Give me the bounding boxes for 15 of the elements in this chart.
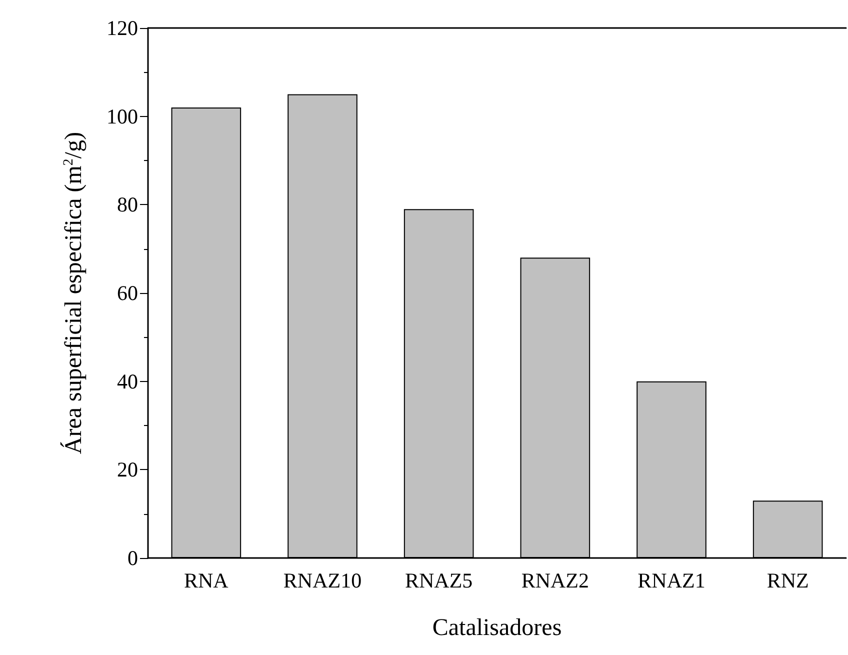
y-tick-label: 0 [128,546,138,570]
y-tick-label: 120 [106,16,138,40]
x-tick-label: RNAZ1 [638,568,706,592]
y-tick-label: 20 [117,458,138,482]
x-tick-label: RNAZ2 [521,568,590,592]
x-tick-label: RNAZ10 [283,568,362,592]
y-tick-label: 80 [117,192,138,217]
x-axis-title: Catalisadores [432,615,562,641]
y-axis-title: Área superficial especifica (m2/g) [60,132,87,454]
y-tick-label: 40 [117,369,138,394]
y-tick-label: 60 [117,281,138,305]
x-tick-label: RNZ [766,568,809,592]
y-tick-label: 100 [106,104,138,128]
x-tick-label: RNAZ5 [404,568,473,592]
x-tick-label: RNA [184,568,230,592]
